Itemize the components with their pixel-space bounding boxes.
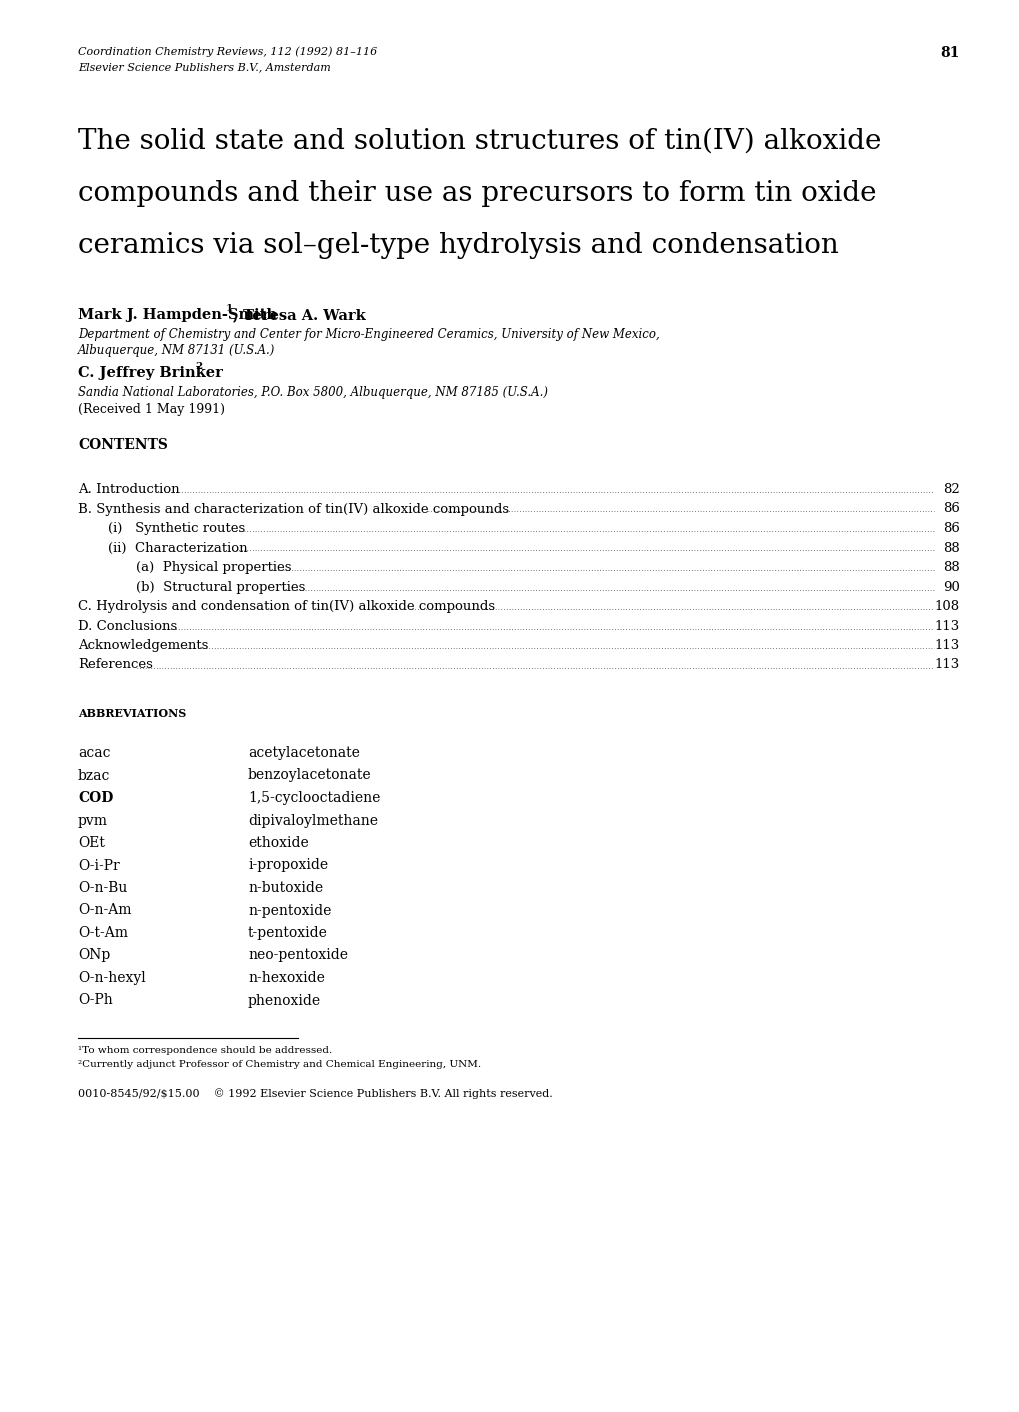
Text: 90: 90	[943, 580, 959, 593]
Text: 113: 113	[933, 620, 959, 633]
Text: (ii)  Characterization: (ii) Characterization	[108, 541, 248, 555]
Text: 86: 86	[943, 503, 959, 515]
Text: ceramics via sol–gel-type hydrolysis and condensation: ceramics via sol–gel-type hydrolysis and…	[77, 232, 838, 258]
Text: O-i-Pr: O-i-Pr	[77, 858, 119, 873]
Text: i-propoxide: i-propoxide	[248, 858, 328, 873]
Text: n-hexoxide: n-hexoxide	[248, 971, 325, 986]
Text: The solid state and solution structures of tin(IV) alkoxide: The solid state and solution structures …	[77, 128, 880, 155]
Text: ethoxide: ethoxide	[248, 836, 309, 850]
Text: COD: COD	[77, 791, 113, 805]
Text: (b)  Structural properties: (b) Structural properties	[136, 580, 305, 593]
Text: 113: 113	[933, 640, 959, 652]
Text: 88: 88	[943, 541, 959, 555]
Text: CONTENTS: CONTENTS	[77, 438, 168, 452]
Text: acac: acac	[77, 746, 110, 760]
Text: ²Currently adjunct Professor of Chemistry and Chemical Engineering, UNM.: ²Currently adjunct Professor of Chemistr…	[77, 1060, 481, 1069]
Text: Albuquerque, NM 87131 (U.S.A.): Albuquerque, NM 87131 (U.S.A.)	[77, 345, 275, 357]
Text: , Teresa A. Wark: , Teresa A. Wark	[232, 308, 366, 322]
Text: n-butoxide: n-butoxide	[248, 881, 323, 895]
Text: C. Jeffrey Brinker: C. Jeffrey Brinker	[77, 366, 223, 380]
Text: C. Hydrolysis and condensation of tin(IV) alkoxide compounds: C. Hydrolysis and condensation of tin(IV…	[77, 600, 494, 613]
Text: 81: 81	[940, 47, 959, 59]
Text: D. Conclusions: D. Conclusions	[77, 620, 177, 633]
Text: 1: 1	[226, 304, 233, 313]
Text: O-n-hexyl: O-n-hexyl	[77, 971, 146, 986]
Text: ONp: ONp	[77, 949, 110, 963]
Text: 88: 88	[943, 561, 959, 575]
Text: (Received 1 May 1991): (Received 1 May 1991)	[77, 402, 225, 417]
Text: O-t-Am: O-t-Am	[77, 926, 127, 940]
Text: dipivaloylmethane: dipivaloylmethane	[248, 813, 378, 827]
Text: References: References	[77, 658, 153, 672]
Text: 82: 82	[943, 483, 959, 496]
Text: B. Synthesis and characterization of tin(IV) alkoxide compounds: B. Synthesis and characterization of tin…	[77, 503, 508, 515]
Text: 86: 86	[943, 522, 959, 535]
Text: O-n-Am: O-n-Am	[77, 904, 131, 918]
Text: 2: 2	[195, 361, 202, 371]
Text: O-n-Bu: O-n-Bu	[77, 881, 127, 895]
Text: Elsevier Science Publishers B.V., Amsterdam: Elsevier Science Publishers B.V., Amster…	[77, 62, 330, 72]
Text: Acknowledgements: Acknowledgements	[77, 640, 208, 652]
Text: Sandia National Laboratories, P.O. Box 5800, Albuquerque, NM 87185 (U.S.A.): Sandia National Laboratories, P.O. Box 5…	[77, 385, 547, 400]
Text: bzac: bzac	[77, 768, 110, 782]
Text: (a)  Physical properties: (a) Physical properties	[136, 561, 291, 575]
Text: Mark J. Hampden-Smith: Mark J. Hampden-Smith	[77, 308, 277, 322]
Text: (i)   Synthetic routes: (i) Synthetic routes	[108, 522, 245, 535]
Text: t-pentoxide: t-pentoxide	[248, 926, 327, 940]
Text: 0010-8545/92/$15.00    © 1992 Elsevier Science Publishers B.V. All rights reserv: 0010-8545/92/$15.00 © 1992 Elsevier Scie…	[77, 1089, 552, 1099]
Text: neo-pentoxide: neo-pentoxide	[248, 949, 347, 963]
Text: 113: 113	[933, 658, 959, 672]
Text: benzoylacetonate: benzoylacetonate	[248, 768, 371, 782]
Text: A. Introduction: A. Introduction	[77, 483, 179, 496]
Text: 108: 108	[934, 600, 959, 613]
Text: ¹To whom correspondence should be addressed.: ¹To whom correspondence should be addres…	[77, 1046, 332, 1055]
Text: compounds and their use as precursors to form tin oxide: compounds and their use as precursors to…	[77, 179, 875, 208]
Text: acetylacetonate: acetylacetonate	[248, 746, 360, 760]
Text: phenoxide: phenoxide	[248, 994, 321, 1008]
Text: ABBREVIATIONS: ABBREVIATIONS	[77, 707, 186, 719]
Text: 1,5-cyclooctadiene: 1,5-cyclooctadiene	[248, 791, 380, 805]
Text: O-Ph: O-Ph	[77, 994, 113, 1008]
Text: OEt: OEt	[77, 836, 105, 850]
Text: Coordination Chemistry Reviews, 112 (1992) 81–116: Coordination Chemistry Reviews, 112 (199…	[77, 47, 377, 56]
Text: n-pentoxide: n-pentoxide	[248, 904, 331, 918]
Text: Department of Chemistry and Center for Micro-Engineered Ceramics, University of : Department of Chemistry and Center for M…	[77, 328, 659, 342]
Text: pvm: pvm	[77, 813, 108, 827]
